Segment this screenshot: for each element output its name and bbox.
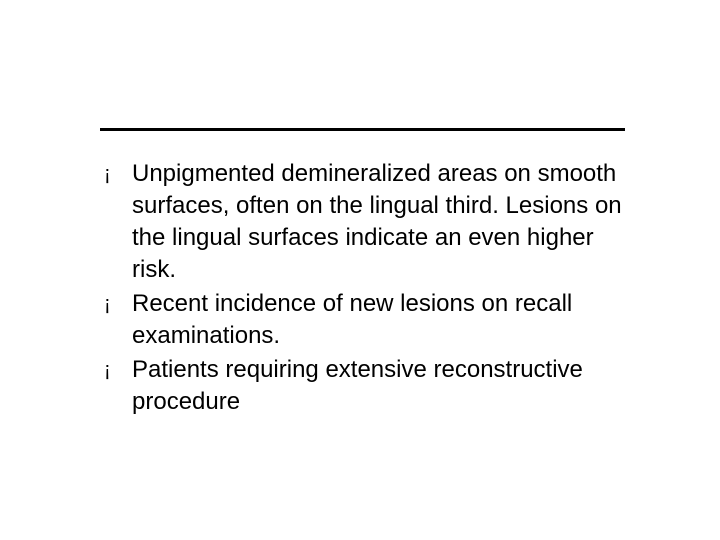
bullet-text: Unpigmented demineralized areas on smoot… [132,158,644,286]
list-item: ¡ Unpigmented demineralized areas on smo… [104,158,644,286]
list-item: ¡ Recent incidence of new lesions on rec… [104,288,644,352]
bullet-marker-icon: ¡ [104,354,132,386]
bullet-marker-icon: ¡ [104,158,132,190]
list-item: ¡ Patients requiring extensive reconstru… [104,354,644,418]
slide: ¡ Unpigmented demineralized areas on smo… [0,0,720,540]
bullet-marker-icon: ¡ [104,288,132,320]
bullet-text: Patients requiring extensive reconstruct… [132,354,644,418]
bullet-text: Recent incidence of new lesions on recal… [132,288,644,352]
horizontal-divider [100,128,625,131]
bullet-list: ¡ Unpigmented demineralized areas on smo… [104,158,644,420]
